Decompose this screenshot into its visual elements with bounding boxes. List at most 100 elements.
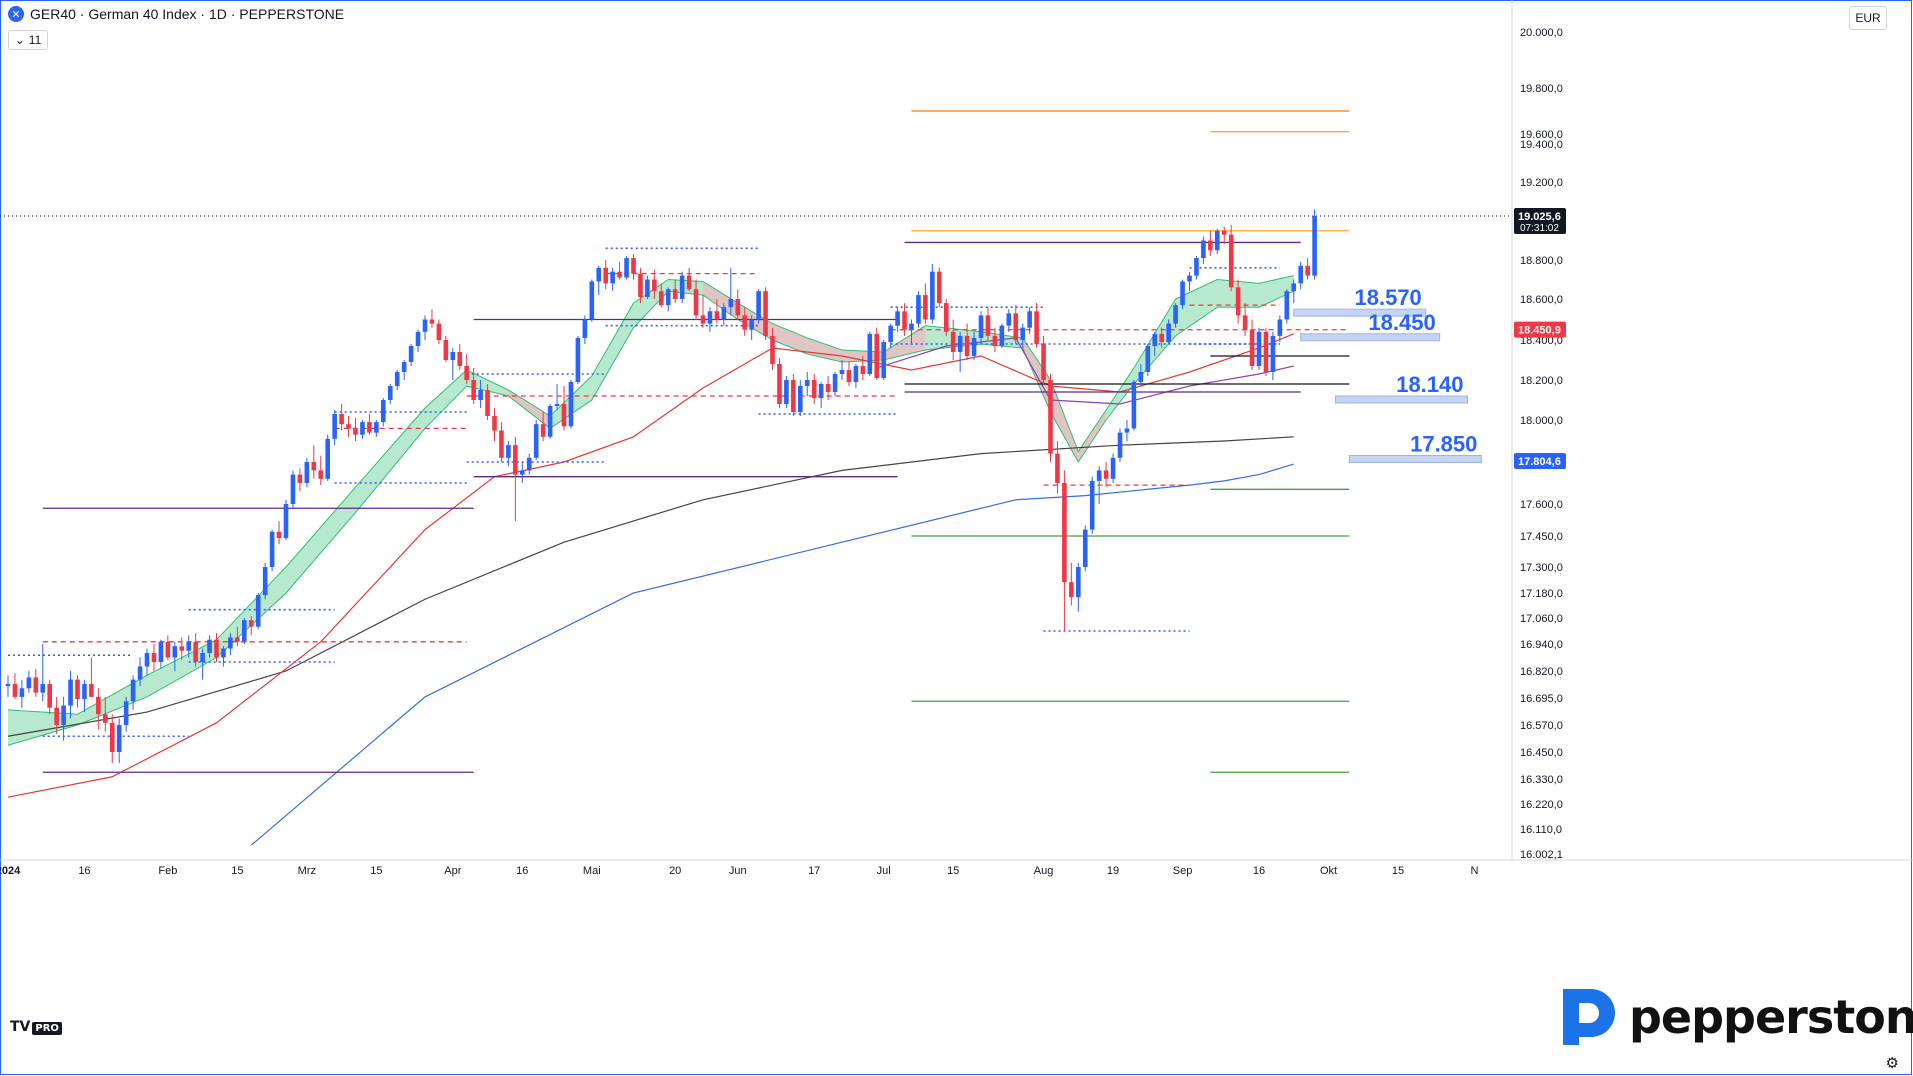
candle-body (262, 567, 268, 596)
candle-body (332, 414, 337, 439)
candle-body (137, 666, 143, 680)
candle-body (1138, 372, 1144, 382)
ema-band-segment (147, 639, 217, 697)
candle-body (1221, 230, 1227, 235)
x-tick-label: 19 (1107, 865, 1119, 877)
candle-body (923, 295, 928, 320)
candle-body (464, 366, 469, 380)
candle-body (89, 683, 94, 697)
candle-body (360, 422, 365, 435)
candle-body (422, 319, 428, 332)
candle-body (1076, 567, 1081, 598)
candle-body (193, 641, 198, 662)
x-tick-label: 17 (808, 865, 820, 877)
candle-body (631, 258, 636, 274)
price-zone-label: 17.850 (1410, 432, 1477, 457)
candle-body (937, 271, 942, 304)
candle-body (624, 258, 629, 278)
candle-body (1166, 323, 1171, 342)
chart-title: GER40 · German 40 Index · 1D · PEPPERSTO… (30, 6, 345, 22)
ema-band-segment (703, 281, 738, 320)
indicator-count: 11 (28, 33, 42, 47)
x-tick-label: 16 (1253, 865, 1265, 877)
candle-body (554, 404, 560, 406)
x-tick-label: 15 (947, 865, 959, 877)
candle-body (492, 416, 497, 431)
candle-body (5, 683, 11, 687)
price-zone (1348, 455, 1482, 463)
candle-body (742, 315, 747, 330)
y-tick-label: 17.180,0 (1520, 588, 1563, 600)
candle-body (381, 400, 386, 423)
moving-average-red (7, 333, 1294, 798)
ema-band-segment (1106, 368, 1134, 420)
candle-body (179, 646, 185, 651)
price-zone (1300, 333, 1441, 342)
candle-body (520, 470, 525, 475)
price-tag (1514, 208, 1566, 234)
price-tag-label: 17.804,6 (1518, 456, 1561, 468)
candle-body (1152, 333, 1158, 346)
chart-header[interactable]: ✕ GER40 · German 40 Index · 1D · PEPPERS… (8, 6, 344, 22)
y-tick-label: 17.600,0 (1520, 499, 1563, 511)
ema-band-segment (286, 487, 356, 593)
candle-body (533, 424, 539, 458)
candle-body (1263, 331, 1269, 372)
candle-body (791, 380, 796, 412)
candle-body (526, 457, 532, 471)
candle-body (394, 372, 400, 386)
price-tag (1514, 321, 1566, 338)
candle-body (589, 281, 595, 320)
candle-body (561, 404, 567, 427)
y-tick-label: 18.800,0 (1520, 255, 1563, 267)
price-tag (1514, 453, 1566, 470)
candle-body (47, 683, 52, 708)
candle-body (450, 352, 456, 360)
candle-body (1242, 315, 1248, 330)
candle-body (943, 303, 949, 332)
candle-body (596, 267, 602, 282)
candle-body (1006, 313, 1012, 326)
candle-body (1103, 470, 1109, 479)
candle-body (1055, 453, 1060, 483)
y-tick-label: 17.060,0 (1520, 613, 1563, 625)
candle-body (499, 430, 504, 458)
candle-body (672, 289, 678, 299)
candle-body (1208, 240, 1213, 251)
candle-body (610, 271, 615, 284)
candle-body (54, 707, 59, 725)
candle-body (763, 291, 768, 336)
currency-button[interactable]: EUR (1849, 6, 1887, 30)
candle-body (645, 279, 650, 298)
indicators-toggle[interactable]: ⌄ 11 (8, 30, 48, 50)
y-tick-label: 20.000,0 (1520, 27, 1563, 39)
gear-icon[interactable]: ⚙ (1885, 1055, 1899, 1072)
candle-body (638, 273, 643, 298)
candle-body (33, 677, 39, 693)
candle-body (130, 679, 136, 702)
candle-body (770, 335, 775, 364)
candle-body (679, 275, 685, 299)
pepperstone-logo: pepperstone (1555, 985, 1913, 1049)
candle-body (26, 677, 32, 689)
y-tick-label: 18.200,0 (1520, 375, 1563, 387)
candle-body (916, 295, 921, 324)
candle-body (693, 289, 699, 316)
candle-body (700, 315, 706, 324)
candle-body (1235, 287, 1241, 316)
y-tick-label: 19.400,0 (1520, 139, 1563, 151)
candle-body (860, 366, 866, 374)
candle-body (568, 382, 574, 427)
candle-body (999, 325, 1005, 346)
candle-body (228, 637, 233, 649)
candle-body (749, 319, 754, 330)
ema-band-segment (883, 325, 926, 360)
candle-body (297, 474, 303, 483)
ema-band-segment (216, 567, 286, 658)
candle-body (1041, 344, 1046, 380)
x-tick-label: 15 (370, 865, 382, 877)
candle-body (798, 386, 803, 412)
candle-body (867, 333, 873, 374)
candle-body (346, 424, 351, 429)
